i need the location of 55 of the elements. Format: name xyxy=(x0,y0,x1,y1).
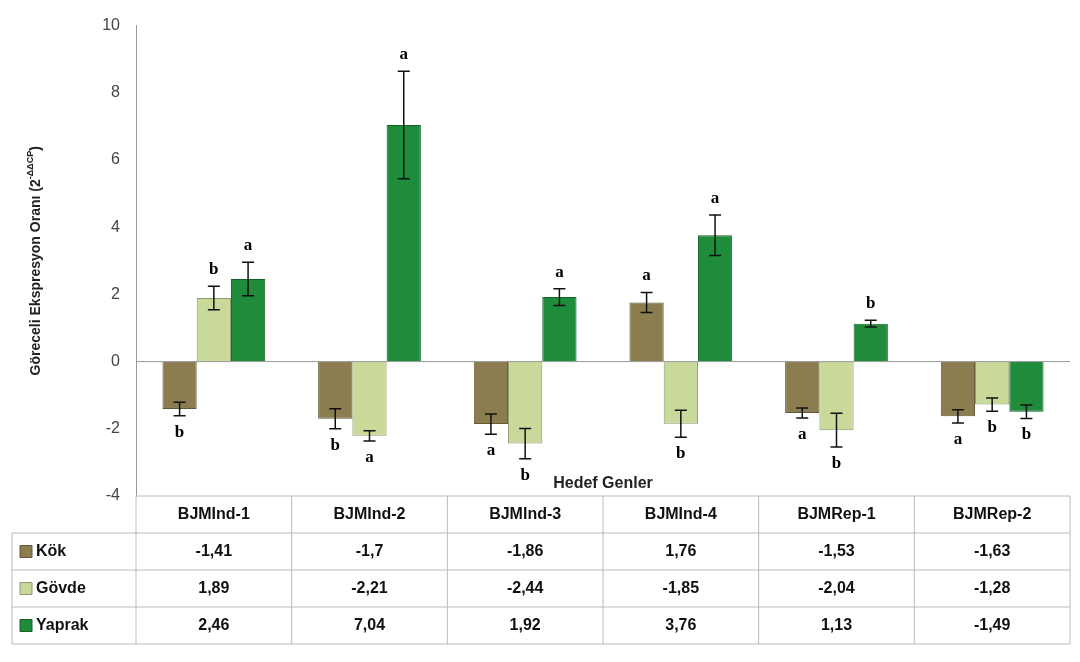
y-tick-label: 6 xyxy=(111,150,121,168)
y-tick-label: -2 xyxy=(105,419,121,437)
y-tick-label: 8 xyxy=(111,83,121,101)
annotation: b xyxy=(174,421,185,441)
annotation: a xyxy=(555,261,565,281)
annotation: a xyxy=(710,187,720,207)
data-label: 1,13 xyxy=(820,615,853,633)
data-label: -2,44 xyxy=(506,578,544,596)
legend-label: Gövde xyxy=(36,578,86,596)
data-label: 3,76 xyxy=(665,615,697,633)
data-label: 1,89 xyxy=(198,578,230,596)
x-tick-label: BJMRep-1 xyxy=(797,504,876,522)
data-label: -1,63 xyxy=(973,541,1011,559)
x-tick-label: BJMRep-2 xyxy=(953,504,1032,522)
annotation: b xyxy=(209,259,219,279)
y-tick-label: 10 xyxy=(102,16,121,34)
legend-label: Yaprak xyxy=(36,615,89,633)
y-tick-label: 4 xyxy=(111,217,121,235)
data-label: -2,04 xyxy=(818,578,855,596)
annotation: b xyxy=(676,443,686,463)
data-label: -1,41 xyxy=(195,541,233,559)
y-tick-label: 2 xyxy=(111,284,121,302)
annotation: a xyxy=(365,446,375,466)
data-label: -1,53 xyxy=(818,541,855,559)
annotation: b xyxy=(987,417,997,437)
data-label: -1,49 xyxy=(973,615,1011,633)
annotation: b xyxy=(520,464,530,484)
data-label: 2,46 xyxy=(198,615,230,633)
x-tick-label: BJMInd-4 xyxy=(644,504,717,522)
data-label: -2,21 xyxy=(351,578,388,596)
annotation: b xyxy=(330,434,340,454)
x-tick-label: BJMInd-3 xyxy=(489,504,562,522)
annotation: a xyxy=(486,440,496,460)
annotation: a xyxy=(798,423,807,443)
annotation: a xyxy=(399,44,409,64)
x-tick-label: BJMInd-2 xyxy=(333,504,406,522)
annotation: a xyxy=(642,265,652,285)
x-tick-label: BJMInd-1 xyxy=(177,504,250,522)
legend-label: Kök xyxy=(36,541,67,559)
y-axis-title: Göreceli Ekspresyon Oranı (2-ΔΔCP) xyxy=(24,146,43,376)
y-tick-label: -4 xyxy=(105,486,121,504)
x-axis-title: Hedef Genler xyxy=(553,474,653,492)
data-label: 7,04 xyxy=(353,615,386,633)
data-label: -1,86 xyxy=(506,541,544,559)
annotation: b xyxy=(866,293,876,313)
y-tick-label: 0 xyxy=(111,352,121,370)
data-label: -1,7 xyxy=(355,541,384,559)
annotation: b xyxy=(1021,424,1032,444)
data-label: -1,85 xyxy=(662,578,700,596)
annotation: a xyxy=(953,428,963,448)
data-label: -1,28 xyxy=(973,578,1011,596)
data-label: 1,76 xyxy=(665,541,697,559)
annotation: b xyxy=(831,452,842,472)
data-label: 1,92 xyxy=(509,615,541,633)
annotation: a xyxy=(243,235,253,255)
